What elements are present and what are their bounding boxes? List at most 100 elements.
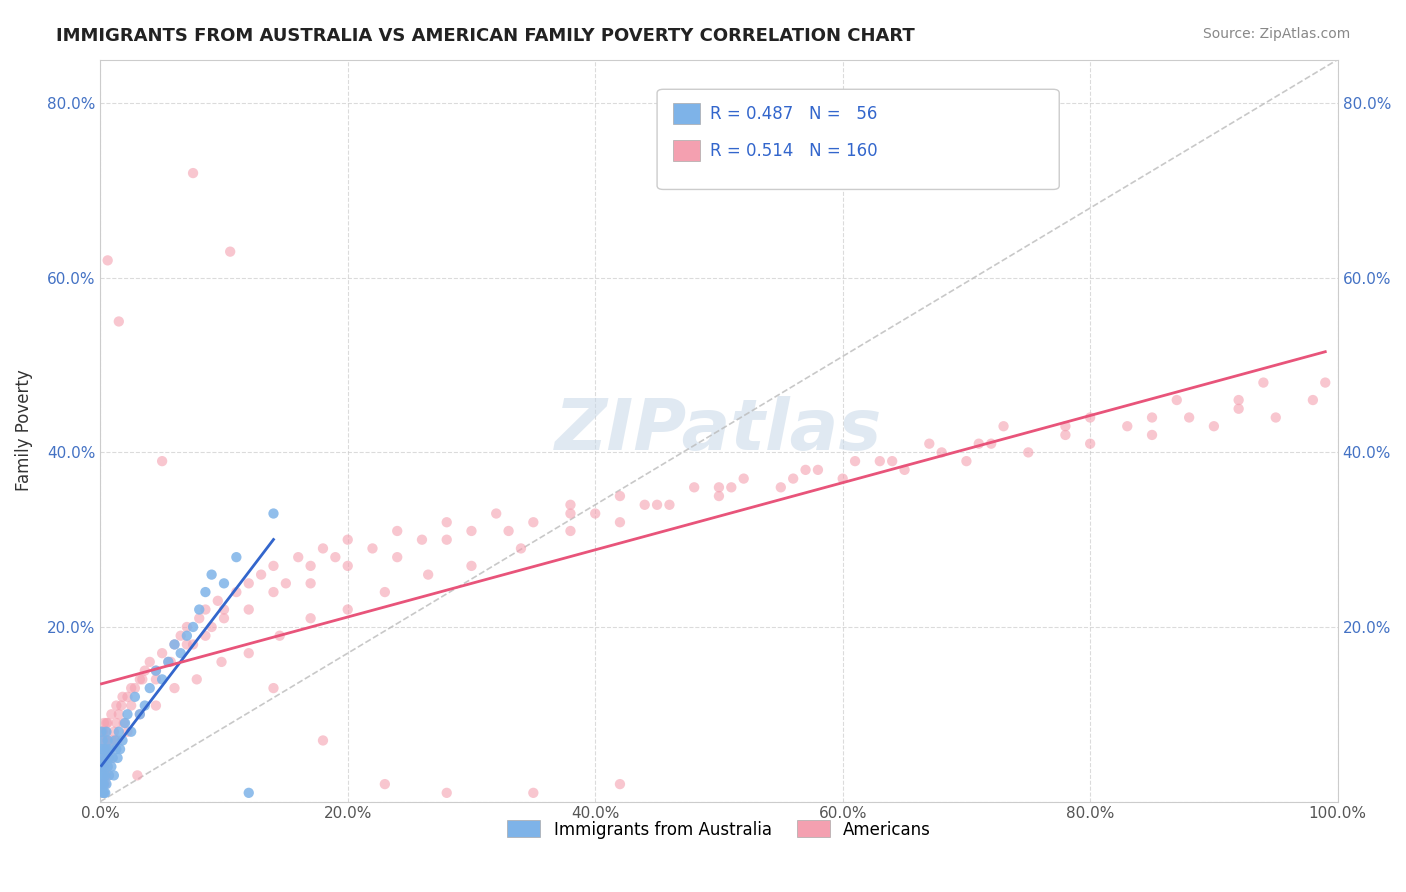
Point bbox=[634, 498, 657, 512]
Point bbox=[325, 550, 347, 565]
Point bbox=[831, 472, 853, 486]
Point bbox=[993, 419, 1015, 434]
Point bbox=[98, 742, 121, 756]
Point bbox=[176, 629, 198, 643]
Point bbox=[807, 463, 830, 477]
Point bbox=[90, 759, 112, 773]
Point bbox=[1078, 410, 1101, 425]
Point bbox=[91, 724, 114, 739]
Point bbox=[560, 524, 582, 538]
Point bbox=[212, 602, 235, 616]
Point bbox=[93, 777, 115, 791]
Point bbox=[583, 507, 606, 521]
Point bbox=[97, 751, 120, 765]
Point bbox=[212, 576, 235, 591]
Point bbox=[124, 681, 146, 695]
Point bbox=[918, 436, 941, 450]
Point bbox=[212, 611, 235, 625]
Point bbox=[96, 768, 118, 782]
Y-axis label: Family Poverty: Family Poverty bbox=[15, 369, 32, 491]
Point bbox=[91, 768, 114, 782]
FancyBboxPatch shape bbox=[673, 103, 700, 124]
Point bbox=[194, 585, 217, 599]
Point bbox=[609, 489, 631, 503]
Point bbox=[225, 550, 247, 565]
Point bbox=[150, 673, 173, 687]
Point bbox=[1202, 419, 1225, 434]
Point bbox=[238, 602, 260, 616]
Point bbox=[96, 742, 118, 756]
Point bbox=[91, 777, 114, 791]
Point bbox=[108, 724, 131, 739]
Point bbox=[782, 472, 804, 486]
Point bbox=[128, 707, 150, 722]
Point bbox=[163, 637, 186, 651]
Point bbox=[794, 463, 817, 477]
Point bbox=[94, 751, 117, 765]
Point bbox=[91, 751, 114, 765]
Point bbox=[96, 716, 118, 731]
Point bbox=[707, 480, 730, 494]
Point bbox=[436, 515, 458, 529]
Point bbox=[498, 524, 520, 538]
Point bbox=[103, 724, 125, 739]
Point bbox=[94, 768, 117, 782]
Point bbox=[117, 724, 139, 739]
Point bbox=[90, 742, 112, 756]
Point bbox=[93, 733, 115, 747]
Point bbox=[108, 314, 131, 328]
Point bbox=[299, 611, 322, 625]
FancyBboxPatch shape bbox=[657, 89, 1059, 189]
Point bbox=[93, 742, 115, 756]
Point bbox=[418, 567, 440, 582]
Point bbox=[128, 707, 150, 722]
Point bbox=[127, 768, 149, 782]
Point bbox=[522, 786, 544, 800]
Point bbox=[436, 533, 458, 547]
Point bbox=[90, 777, 112, 791]
Point bbox=[263, 507, 285, 521]
Point bbox=[522, 515, 544, 529]
Point bbox=[1302, 392, 1324, 407]
Point bbox=[683, 480, 706, 494]
Point bbox=[90, 724, 112, 739]
Point bbox=[97, 768, 120, 782]
Point bbox=[560, 498, 582, 512]
Point bbox=[299, 576, 322, 591]
Point bbox=[1227, 401, 1250, 416]
Point bbox=[980, 436, 1002, 450]
Point bbox=[150, 646, 173, 660]
Point bbox=[139, 655, 162, 669]
Point bbox=[94, 751, 117, 765]
Point bbox=[117, 707, 139, 722]
Point bbox=[105, 716, 128, 731]
Point bbox=[145, 664, 167, 678]
Point bbox=[387, 550, 409, 565]
Point bbox=[238, 786, 260, 800]
Point bbox=[94, 733, 117, 747]
Point bbox=[97, 751, 120, 765]
Point bbox=[188, 611, 211, 625]
Point bbox=[150, 454, 173, 468]
Point bbox=[97, 716, 120, 731]
Point bbox=[107, 751, 129, 765]
Point bbox=[844, 454, 866, 468]
Point bbox=[186, 673, 208, 687]
Point bbox=[100, 733, 122, 747]
Point bbox=[91, 786, 114, 800]
Point bbox=[263, 585, 285, 599]
Point bbox=[120, 681, 142, 695]
Point bbox=[1166, 392, 1188, 407]
Point bbox=[104, 733, 127, 747]
Point bbox=[931, 445, 953, 459]
Point bbox=[163, 681, 186, 695]
Point bbox=[90, 768, 112, 782]
Point bbox=[157, 655, 180, 669]
Point bbox=[100, 707, 122, 722]
Point bbox=[101, 751, 124, 765]
Point bbox=[609, 777, 631, 791]
Point bbox=[139, 681, 162, 695]
Point bbox=[658, 498, 681, 512]
Point bbox=[93, 759, 115, 773]
Point bbox=[1116, 419, 1139, 434]
